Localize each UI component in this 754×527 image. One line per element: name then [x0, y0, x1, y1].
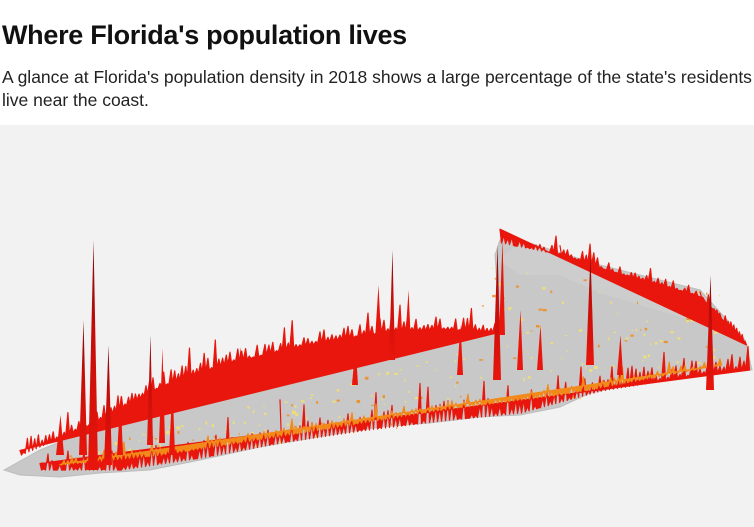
- population-spike: [499, 240, 505, 335]
- population-spikes: [56, 240, 714, 470]
- population-spike: [586, 255, 594, 365]
- population-spike: [405, 290, 411, 345]
- population-spike: [374, 285, 382, 355]
- population-spike: [117, 395, 123, 455]
- population-spike: [159, 348, 165, 443]
- population-spike: [517, 310, 523, 370]
- page-title: Where Florida's population lives: [2, 20, 407, 50]
- population-spike: [88, 240, 98, 470]
- population-spike: [617, 335, 623, 375]
- population-spike: [56, 415, 64, 455]
- density-map-graphic: [0, 125, 754, 527]
- population-spike: [236, 347, 244, 395]
- population-spike: [169, 385, 175, 455]
- panhandle-strip: [498, 243, 700, 320]
- population-spike: [537, 325, 543, 370]
- population-spike: [706, 275, 714, 390]
- population-spike: [457, 325, 463, 375]
- population-spike: [389, 250, 395, 360]
- population-spike: [79, 320, 87, 455]
- population-spike: [493, 245, 501, 380]
- population-spike: [104, 345, 112, 465]
- page-subtitle: A glance at Florida's population density…: [2, 67, 752, 110]
- population-density-map: [0, 125, 754, 527]
- population-spike: [287, 335, 293, 375]
- population-spike: [147, 335, 153, 445]
- population-spike: [352, 345, 358, 385]
